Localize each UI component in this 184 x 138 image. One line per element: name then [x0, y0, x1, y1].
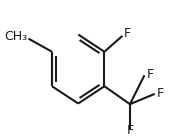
- Text: CH₃: CH₃: [4, 30, 27, 43]
- Text: F: F: [124, 27, 131, 40]
- Text: F: F: [126, 124, 134, 137]
- Text: F: F: [157, 87, 164, 100]
- Text: F: F: [146, 68, 154, 81]
